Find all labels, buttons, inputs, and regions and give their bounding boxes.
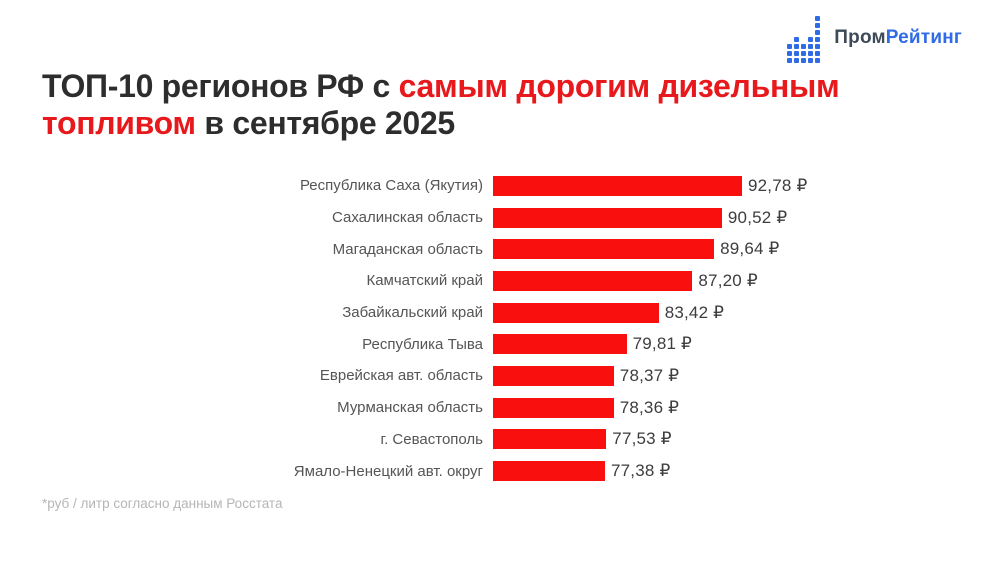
value-bar: [493, 429, 607, 450]
value-label: 77,53 ₽: [612, 429, 672, 449]
value-bar: [493, 461, 605, 482]
value-label: 92,78 ₽: [748, 175, 808, 195]
value-bar: [493, 175, 742, 196]
value-label: 89,64 ₽: [720, 239, 780, 259]
page-title: ТОП-10 регионов РФ с самым дорогим дизел…: [42, 68, 840, 142]
value-label: 90,52 ₽: [727, 207, 788, 227]
chart-row: Забайкальский край 83,42 ₽: [0, 297, 1000, 329]
value-label: 87,20 ₽: [698, 270, 758, 290]
chart-row: Мурманская область 78,36 ₽: [0, 392, 1000, 424]
logo-text-part1: Пром: [834, 27, 886, 48]
value-label: 83,42 ₽: [664, 302, 725, 322]
value-bar: [493, 365, 614, 386]
region-label: Республика Саха (Якутия): [299, 177, 483, 195]
title-segment-highlight: самым дорогим дизельным: [398, 68, 840, 104]
chart-row: Камчатский край 87,20 ₽: [0, 265, 1000, 297]
chart-row: Республика Тыва 79,81 ₽: [0, 328, 1000, 360]
title-segment: ТОП-10 регионов РФ с: [42, 68, 399, 104]
chart-row: г. Севастополь 77,53 ₽: [0, 424, 1000, 456]
region-label: Еврейская авт. область: [319, 367, 483, 385]
title-segment-highlight: топливом: [42, 105, 196, 141]
value-label: 79,81 ₽: [632, 334, 693, 354]
value-bar: [493, 207, 722, 228]
chart-row: Ямало-Ненецкий авт. округ 77,38 ₽: [0, 455, 1000, 487]
chart-row: Республика Саха (Якутия) 92,78 ₽: [0, 170, 1000, 202]
chart-row: Еврейская авт. область 78,37 ₽: [0, 360, 1000, 392]
region-label: Забайкальский край: [342, 304, 483, 322]
source-footnote: *руб / литр согласно данным Росстата: [42, 496, 283, 511]
region-label: г. Севастополь: [380, 430, 483, 448]
value-bar: [493, 334, 627, 355]
value-label: 77,38 ₽: [611, 461, 671, 481]
region-label: Сахалинская область: [332, 209, 483, 227]
region-label: Магаданская область: [332, 240, 483, 258]
value-bar: [493, 302, 659, 323]
chart-row: Сахалинская область 90,52 ₽: [0, 202, 1000, 234]
value-bar: [493, 397, 614, 418]
logo-text-part2: Рейтинг: [885, 27, 962, 48]
chart-row: Магаданская область 89,64 ₽: [0, 233, 1000, 265]
region-label: Ямало-Ненецкий авт. округ: [293, 462, 483, 480]
promrating-logo: ПромРейтинг: [786, 12, 962, 64]
logo-text: ПромРейтинг: [834, 27, 962, 49]
dot-bar-chart-icon: [787, 16, 821, 63]
region-label: Камчатский край: [366, 272, 483, 290]
value-label: 78,37 ₽: [619, 365, 680, 385]
value-bar: [493, 239, 715, 260]
value-bar: [493, 270, 693, 291]
bar-chart: Республика Саха (Якутия) 92,78 ₽ Сахалинск…: [0, 170, 1000, 487]
title-segment: в сентябре 2025: [195, 105, 455, 141]
region-label: Республика Тыва: [362, 335, 483, 353]
region-label: Мурманская область: [337, 399, 483, 417]
value-label: 78,36 ₽: [619, 397, 680, 417]
